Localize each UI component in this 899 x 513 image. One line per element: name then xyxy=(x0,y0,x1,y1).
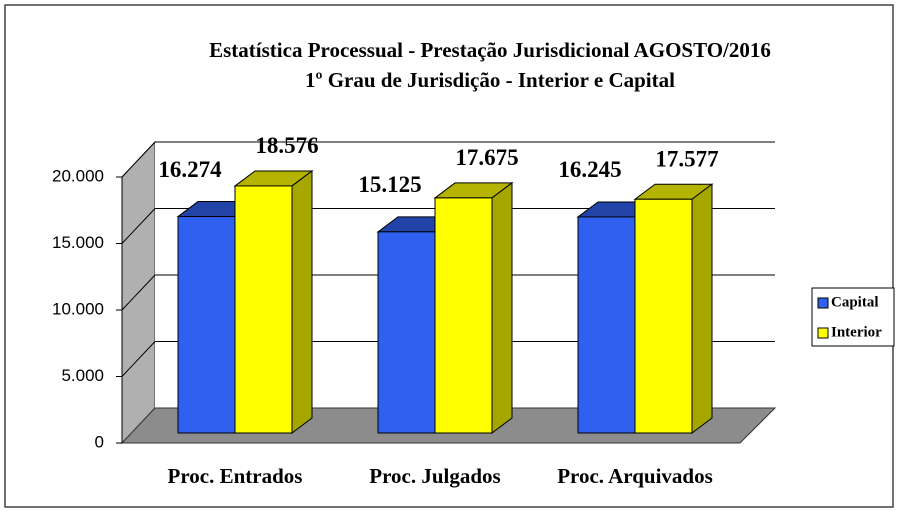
y-tick-label: 0 xyxy=(95,432,104,451)
data-label: 15.125 xyxy=(358,172,421,197)
legend-label: Interior xyxy=(831,324,882,340)
legend-label: Capital xyxy=(831,294,879,310)
bar xyxy=(377,231,436,434)
y-tick-label: 20.000 xyxy=(52,166,104,185)
data-label: 16.274 xyxy=(158,157,222,182)
grid-line xyxy=(121,274,775,311)
chart-title: Estatística Processual - Prestação Juris… xyxy=(209,38,771,62)
bar xyxy=(434,197,493,434)
grid-line xyxy=(121,141,775,178)
data-label: 17.675 xyxy=(455,145,518,170)
y-tick-label: 5.000 xyxy=(61,366,104,385)
y-tick-label: 15.000 xyxy=(52,233,104,252)
bar-side xyxy=(291,169,313,434)
data-label: 16.245 xyxy=(558,157,621,182)
data-label: 17.577 xyxy=(655,147,718,172)
legend-swatch xyxy=(817,297,829,309)
grid-line xyxy=(121,208,775,244)
legend-swatch xyxy=(817,327,829,339)
bar xyxy=(177,216,236,434)
y-tick-label: 10.000 xyxy=(52,299,104,318)
grid-line xyxy=(121,341,775,377)
x-tick-label: Proc. Entrados xyxy=(168,464,303,488)
bar xyxy=(577,216,636,434)
x-tick-label: Proc. Julgados xyxy=(369,464,500,488)
x-tick-label: Proc. Arquivados xyxy=(557,464,713,488)
bar-side xyxy=(491,181,513,434)
bar-side xyxy=(691,183,713,434)
bar xyxy=(234,185,293,434)
chart-subtitle: 1º Grau de Jurisdição - Interior e Capit… xyxy=(305,68,675,92)
bar xyxy=(634,198,693,434)
data-label: 18.576 xyxy=(255,133,318,158)
